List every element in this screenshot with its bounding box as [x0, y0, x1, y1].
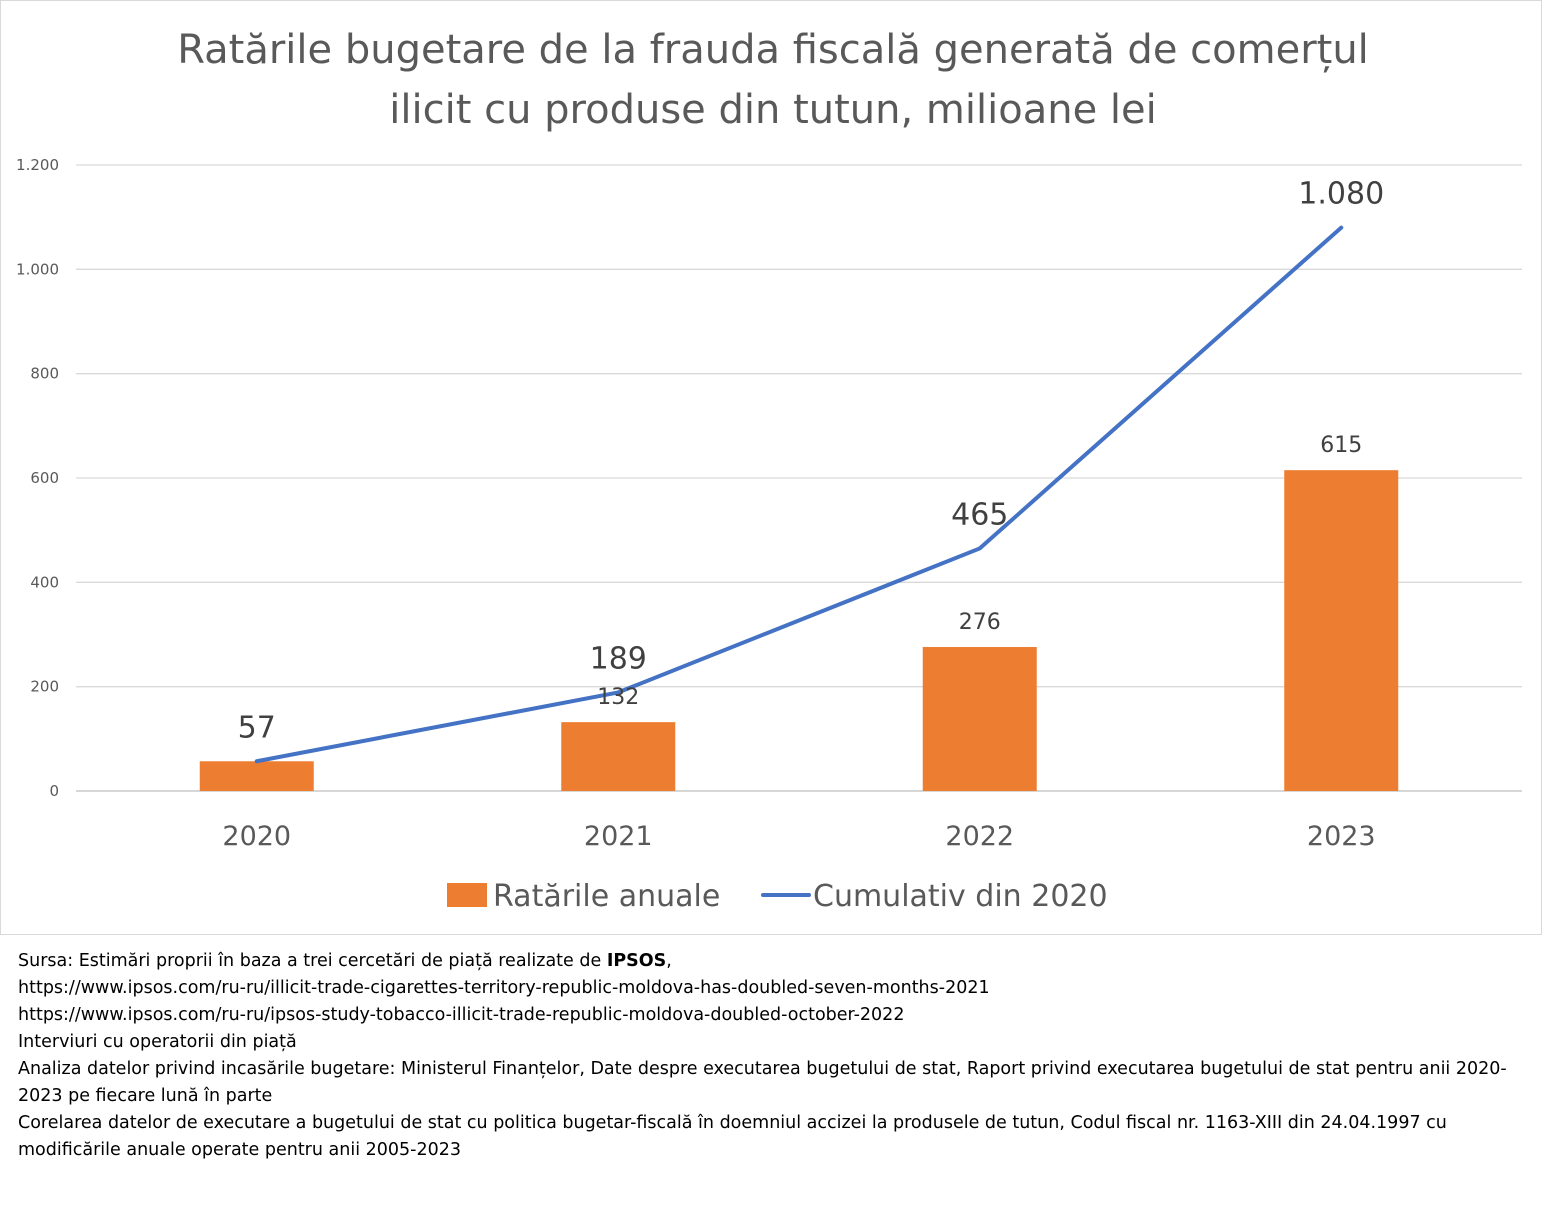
bar-data-label: 615: [1320, 433, 1362, 458]
bar: [561, 722, 676, 791]
y-tick-label: 0: [49, 782, 59, 800]
y-tick-label: 800: [30, 365, 59, 383]
line-data-label: 1.080: [1298, 177, 1384, 212]
chart-title-line-1: Ratările bugetare de la frauda fiscală g…: [177, 27, 1369, 73]
legend-label-bar: Ratările anuale: [493, 879, 720, 914]
source-correlation: Corelarea datelor de executare a bugetul…: [18, 1113, 1447, 1160]
bar-data-label: 276: [959, 610, 1001, 635]
y-tick-label: 600: [30, 469, 59, 487]
source-ipsos: IPSOS: [606, 951, 667, 971]
x-tick-label: 2023: [1307, 821, 1376, 852]
chart-plot: 0 200 400 600 800 1.000 1.200 132 276 615 57 189 465…: [16, 156, 1522, 914]
source-prefix: Sursa: Estimări proprii în baza a trei c…: [18, 951, 607, 971]
legend-label-line: Cumulativ din 2020: [813, 879, 1108, 914]
line-series: [254, 225, 1344, 764]
x-tick-label: 2022: [945, 821, 1014, 852]
y-tick-label: 1.000: [16, 260, 59, 278]
source-url-2: https://www.ipsos.com/ru-ru/ipsos-study-…: [18, 1005, 905, 1025]
source-interviews: Interviuri cu operatorii din piață: [18, 1032, 297, 1052]
line-data-label: 465: [951, 497, 1008, 532]
source-notes: Sursa: Estimări proprii în baza a trei c…: [18, 948, 1528, 1164]
chart-title-line-2: ilicit cu produse din tutun, milioane le…: [389, 87, 1157, 133]
source-url-1: https://www.ipsos.com/ru-ru/illicit-trad…: [18, 978, 990, 998]
legend-swatch-bar: [447, 883, 487, 907]
line-data-label: 189: [590, 641, 647, 676]
y-tick-label: 400: [30, 573, 59, 591]
bar-data-label: 132: [597, 685, 639, 710]
bar: [1284, 470, 1399, 791]
source-suffix: ,: [666, 951, 672, 971]
y-tick-label: 1.200: [16, 156, 59, 174]
bar: [922, 647, 1037, 791]
x-tick-label: 2021: [584, 821, 653, 852]
bar: [199, 761, 314, 791]
source-analysis: Analiza datelor privind incasările buget…: [18, 1059, 1507, 1106]
y-tick-label: 200: [30, 678, 59, 696]
x-tick-label: 2020: [222, 821, 291, 852]
line-data-label: 57: [238, 710, 276, 745]
source-line-1: Sursa: Estimări proprii în baza a trei c…: [18, 948, 1528, 975]
chart-frame: Ratările bugetare de la frauda fiscală g…: [0, 0, 1542, 935]
